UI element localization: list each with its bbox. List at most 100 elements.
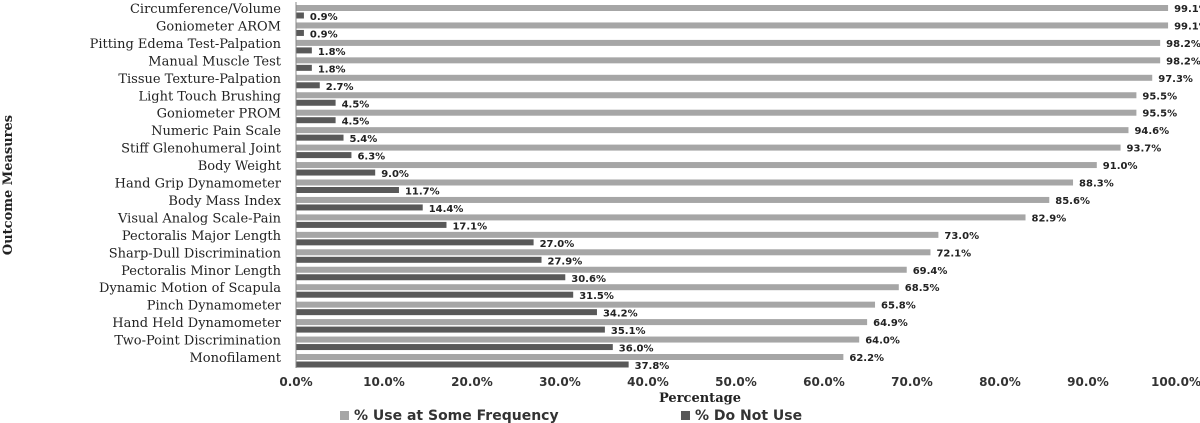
category-label: Two-Point Discrimination — [114, 334, 281, 349]
bar-use — [296, 249, 931, 256]
x-tick-label: 50.0% — [715, 375, 757, 389]
data-label-use: 65.8% — [881, 301, 916, 312]
bar-do-not-use — [296, 187, 399, 193]
bar-use — [296, 231, 939, 238]
data-label-use: 64.9% — [873, 318, 908, 329]
bar-do-not-use — [296, 326, 605, 333]
category-labels: Circumference/Volume Goniometer AROM Pitti… — [90, 2, 282, 366]
bar-do-not-use — [296, 99, 336, 106]
bar-do-not-use — [296, 204, 423, 211]
category-label: Goniometer AROM — [156, 19, 281, 34]
legend-swatch — [681, 411, 690, 420]
data-label-do-not-use: 31.5% — [579, 291, 614, 302]
bar-do-not-use — [296, 117, 336, 124]
category-label: Pitting Edema Test-Palpation — [90, 37, 282, 52]
x-tick-label: 30.0% — [539, 375, 581, 389]
data-label-do-not-use: 4.5% — [342, 99, 370, 110]
data-label-use: 69.4% — [913, 266, 948, 277]
x-tick-label: 60.0% — [803, 375, 845, 389]
data-label-use: 91.0% — [1103, 161, 1138, 172]
data-label-do-not-use: 35.1% — [611, 326, 646, 337]
data-label-do-not-use: 30.6% — [571, 274, 606, 285]
bar-use — [296, 354, 844, 360]
category-label: Manual Muscle Test — [148, 54, 281, 69]
data-label-use: 95.5% — [1142, 109, 1177, 120]
data-label-use: 73.0% — [944, 231, 979, 242]
legend: % Use at Some Frequency % Do Not Use — [340, 408, 802, 423]
bar-use — [296, 57, 1161, 64]
x-tick-label: 10.0% — [363, 375, 405, 389]
data-label-do-not-use: 11.7% — [405, 187, 440, 198]
bar-use — [296, 39, 1161, 46]
bar-use — [296, 92, 1137, 99]
data-label-do-not-use: 17.1% — [452, 221, 487, 232]
data-label-use: 82.9% — [1032, 213, 1067, 224]
bar-use — [296, 301, 876, 308]
category-label: Visual Analog Scale-Pain — [117, 211, 282, 226]
category-label: Hand Held Dynamometer — [112, 316, 282, 331]
category-label: Stiff Glenohumeral Joint — [121, 142, 282, 157]
bar-do-not-use — [296, 82, 320, 89]
x-tick-label: 80.0% — [979, 375, 1021, 389]
x-tick-label: 90.0% — [1067, 375, 1109, 389]
category-label: Hand Grip Dynamometer — [115, 177, 282, 192]
bar-do-not-use — [296, 239, 534, 246]
legend-label: % Use at Some Frequency — [354, 408, 559, 423]
data-label-use: 98.2% — [1166, 39, 1200, 50]
bar-do-not-use — [296, 64, 312, 71]
bar-do-not-use — [296, 361, 629, 368]
x-tick-label: 70.0% — [891, 375, 933, 389]
data-label-use: 95.5% — [1142, 91, 1177, 102]
category-label: Tissue Texture-Palpation — [118, 72, 281, 87]
data-label-do-not-use: 5.4% — [350, 134, 378, 145]
bar-use — [296, 284, 899, 291]
x-tick-label: 100.0% — [1151, 375, 1200, 389]
data-label-use: 94.6% — [1134, 126, 1169, 137]
category-label: Pinch Dynamometer — [147, 299, 282, 314]
category-label: Dynamic Motion of Scapula — [99, 281, 281, 296]
data-label-do-not-use: 37.8% — [635, 361, 670, 372]
data-label-use: 85.6% — [1055, 196, 1090, 207]
data-label-do-not-use: 1.8% — [318, 47, 346, 58]
x-tick-label: 0.0% — [279, 375, 312, 389]
data-label-use: 68.5% — [905, 283, 940, 294]
bar-do-not-use — [296, 221, 447, 228]
data-label-do-not-use: 1.8% — [318, 64, 346, 75]
category-label: Light Touch Brushing — [138, 89, 281, 104]
data-label-use: 64.0% — [865, 336, 900, 347]
bar-use — [296, 5, 1169, 11]
bar-use — [296, 179, 1074, 186]
x-tick-label: 40.0% — [627, 375, 669, 389]
data-label-use: 88.3% — [1079, 179, 1114, 190]
bar-use — [296, 196, 1050, 203]
bar-do-not-use — [296, 291, 574, 298]
data-label-do-not-use: 0.9% — [310, 29, 338, 40]
bar-use — [296, 127, 1129, 134]
bar-use — [296, 144, 1121, 151]
category-label: Body Weight — [198, 159, 282, 174]
data-label-do-not-use: 27.9% — [548, 256, 583, 267]
data-label-do-not-use: 9.0% — [381, 169, 409, 180]
category-label: Pectoralis Major Length — [122, 229, 282, 244]
bar-do-not-use — [296, 274, 566, 281]
bar-do-not-use — [296, 344, 613, 351]
category-label: Goniometer PROM — [157, 107, 281, 122]
bar-do-not-use — [296, 134, 344, 141]
bar-use — [296, 22, 1169, 29]
data-label-use: 98.2% — [1166, 56, 1200, 67]
data-label-use: 97.3% — [1158, 74, 1193, 85]
y-axis-title: Outcome Measures — [1, 115, 16, 255]
category-label: Pectoralis Minor Length — [121, 264, 282, 279]
value-labels: 99.1% 0.9% 99.1% 0.9% 98.2% 1.8% 98.2% 1.8% 97.3… — [310, 4, 1200, 372]
bar-do-not-use — [296, 47, 312, 54]
data-label-do-not-use: 2.7% — [326, 82, 354, 93]
data-label-do-not-use: 6.3% — [357, 152, 385, 163]
data-label-use: 72.1% — [936, 248, 971, 259]
data-label-do-not-use: 34.2% — [603, 309, 638, 320]
data-label-do-not-use: 36.0% — [619, 344, 654, 355]
bar-use — [296, 74, 1153, 81]
bar-do-not-use — [296, 169, 376, 176]
x-tick-label: 20.0% — [451, 375, 493, 389]
bar-do-not-use — [296, 309, 597, 316]
data-label-do-not-use: 0.9% — [310, 12, 338, 23]
